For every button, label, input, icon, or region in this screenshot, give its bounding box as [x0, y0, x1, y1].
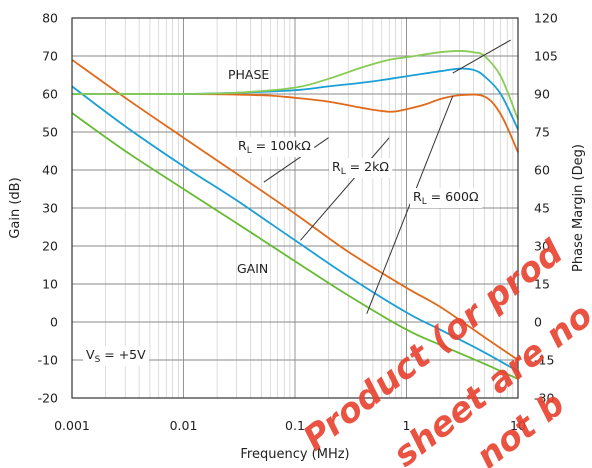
y2-tick-label: 15: [534, 277, 550, 292]
y-axis-title: Gain (dB): [8, 177, 23, 238]
y-tick-label: 30: [42, 201, 58, 216]
rl-2k-label-text: RL = 2kΩ: [332, 159, 389, 177]
tick-labels: 0.001 0.01 0.1 1 10 80 70 60 50 40 30 20 10 0 -10 -20 12…: [38, 11, 558, 434]
series-lines: [71, 50, 519, 380]
y-tick-label: 0: [50, 315, 58, 330]
y2-tick-label: 0: [534, 315, 542, 330]
y-tick-label: 80: [42, 11, 58, 26]
annotations: PHASE GAIN RL = 100kΩ RL = 2kΩ RL = 600Ω VS =…: [83, 67, 482, 366]
rl-100k-label: RL = 100kΩ: [235, 137, 315, 157]
y2-tick-label: 45: [534, 201, 550, 216]
gain-label: GAIN: [237, 261, 268, 276]
y-tick-label: 60: [42, 87, 58, 102]
rl-2k-label-background: [329, 158, 393, 178]
x-axis-title: Frequency (MHz): [240, 447, 349, 462]
gain-curve-2: [71, 85, 519, 373]
rl-100k-label-background: [235, 137, 315, 157]
leader-line-3: [366, 95, 454, 314]
phase-label-text: PHASE: [228, 67, 269, 82]
gain-label-text: GAIN: [237, 261, 268, 276]
phase-curve-1: [71, 93, 519, 153]
vs-label-text: VS = +5V: [86, 347, 146, 365]
leader-line-4: [452, 39, 511, 74]
y-tick-label: 50: [42, 125, 58, 140]
rl-600-label: RL = 600Ω: [410, 188, 482, 208]
annotation-leaders: [263, 39, 511, 314]
y2-axis-title: Phase Margin (Deg): [571, 144, 586, 272]
y-tick-label: 40: [42, 163, 58, 178]
y-tick-label: 70: [42, 49, 58, 64]
x-tick-label: 0.001: [54, 418, 90, 433]
x-tick-label: 1: [403, 418, 411, 433]
y-tick-label: 10: [42, 277, 58, 292]
x-tick-label: 0.01: [170, 418, 198, 433]
y2-tick-label: 120: [534, 11, 558, 26]
x-tick-label: 0.1: [285, 418, 305, 433]
leader-line-2: [300, 137, 390, 241]
y2-tick-label: 75: [534, 125, 550, 140]
plot-frame: [71, 17, 519, 399]
gain-curve-3: [71, 112, 519, 380]
phase-curve-3: [71, 50, 519, 120]
y-tick-label: -20: [38, 391, 58, 406]
y2-tick-label: -30: [534, 391, 554, 406]
y2-tick-label: 30: [534, 239, 550, 254]
leader-line-1: [263, 137, 329, 183]
y2-tick-label: 90: [534, 87, 550, 102]
phase-label: PHASE: [228, 67, 269, 82]
rl-2k-label: RL = 2kΩ: [329, 158, 393, 178]
vs-label-background: [83, 346, 150, 366]
y-tick-label: 20: [42, 239, 58, 254]
rl-600-label-text: RL = 600Ω: [413, 189, 479, 207]
y-tick-label: -10: [38, 353, 58, 368]
x-tick-label: 10: [510, 418, 526, 433]
y2-tick-label: 60: [534, 163, 550, 178]
y2-tick-label: 105: [534, 49, 558, 64]
rl-600-label-background: [410, 188, 482, 208]
y2-tick-label: -15: [534, 353, 554, 368]
rl-100k-label-text: RL = 100kΩ: [238, 138, 311, 156]
vs-label: VS = +5V: [83, 346, 150, 366]
